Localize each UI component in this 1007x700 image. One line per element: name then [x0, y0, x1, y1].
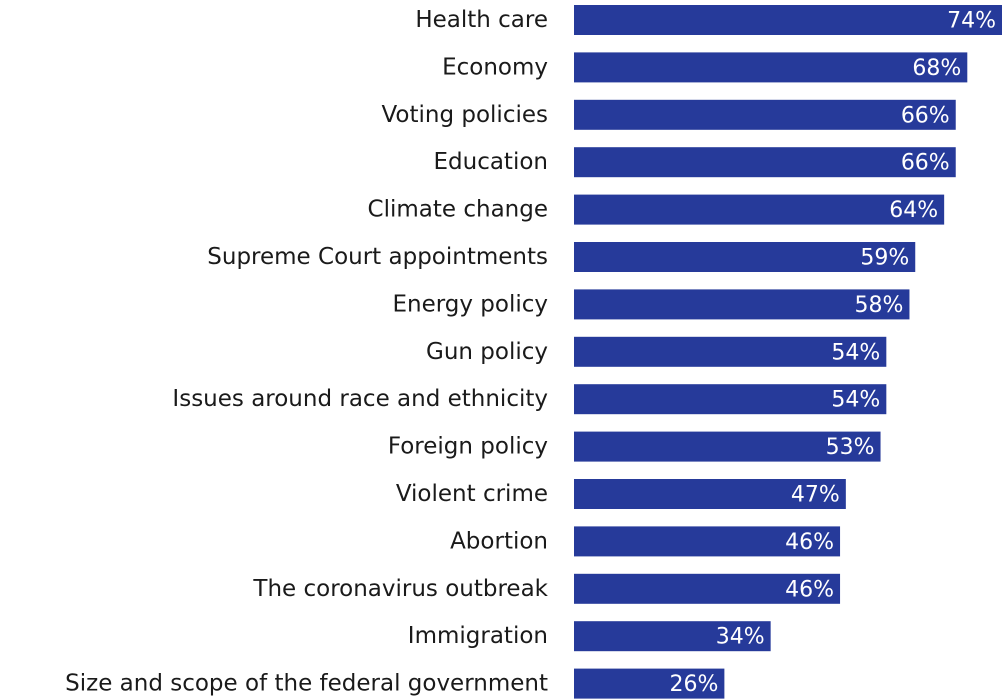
bar-value-label: 26% — [669, 672, 718, 697]
category-label: Violent crime — [396, 481, 548, 507]
category-label: Supreme Court appointments — [207, 244, 548, 270]
bar — [574, 5, 1002, 35]
bar — [574, 573, 841, 604]
bar-value-label: 64% — [889, 198, 938, 223]
category-label: Abortion — [450, 528, 548, 554]
category-label: Health care — [415, 7, 548, 33]
bar — [574, 194, 945, 225]
bar — [574, 242, 916, 272]
bar — [574, 289, 910, 320]
category-label: Energy policy — [392, 291, 548, 317]
bar-value-label: 74% — [947, 9, 996, 34]
bar — [574, 526, 841, 557]
category-label: Education — [433, 149, 548, 175]
bar-value-label: 66% — [901, 151, 950, 176]
bar — [574, 147, 956, 178]
bar — [574, 668, 725, 699]
bar-value-label: 68% — [912, 56, 961, 81]
bar — [574, 384, 887, 415]
category-label: Gun policy — [426, 339, 548, 365]
bar — [574, 52, 968, 83]
bar-value-label: 34% — [716, 625, 765, 650]
bar — [574, 336, 887, 367]
bar — [574, 431, 881, 462]
category-label: Climate change — [368, 197, 548, 223]
bar — [574, 479, 846, 509]
category-labels: Health care Economy Voting policies Educati… — [65, 7, 549, 697]
category-label: The coronavirus outbreak — [252, 576, 548, 602]
bar-value-label: 46% — [785, 530, 834, 555]
bar-value-label: 59% — [860, 246, 909, 271]
bar-value-label: 47% — [791, 483, 840, 508]
bar-value-label: 46% — [785, 577, 834, 602]
category-label: Foreign policy — [388, 434, 548, 460]
bar-value-label: 66% — [901, 103, 950, 128]
bar-value-label: 54% — [831, 340, 880, 365]
bar — [574, 621, 771, 652]
value-labels: 74% 68% 66% 66% 64% 59% 58% 54% 54% 53% 47% 46% 46% 3… — [669, 9, 996, 698]
bar-value-label: 53% — [826, 435, 875, 460]
category-label: Immigration — [408, 623, 548, 649]
category-label: Size and scope of the federal government — [65, 671, 548, 697]
bar-value-label: 58% — [855, 293, 904, 318]
bars — [574, 5, 1002, 699]
category-label: Voting policies — [381, 102, 548, 128]
bar-value-label: 54% — [831, 388, 880, 413]
category-label: Economy — [442, 54, 548, 80]
category-label: Issues around race and ethnicity — [172, 386, 548, 412]
bar — [574, 99, 956, 130]
